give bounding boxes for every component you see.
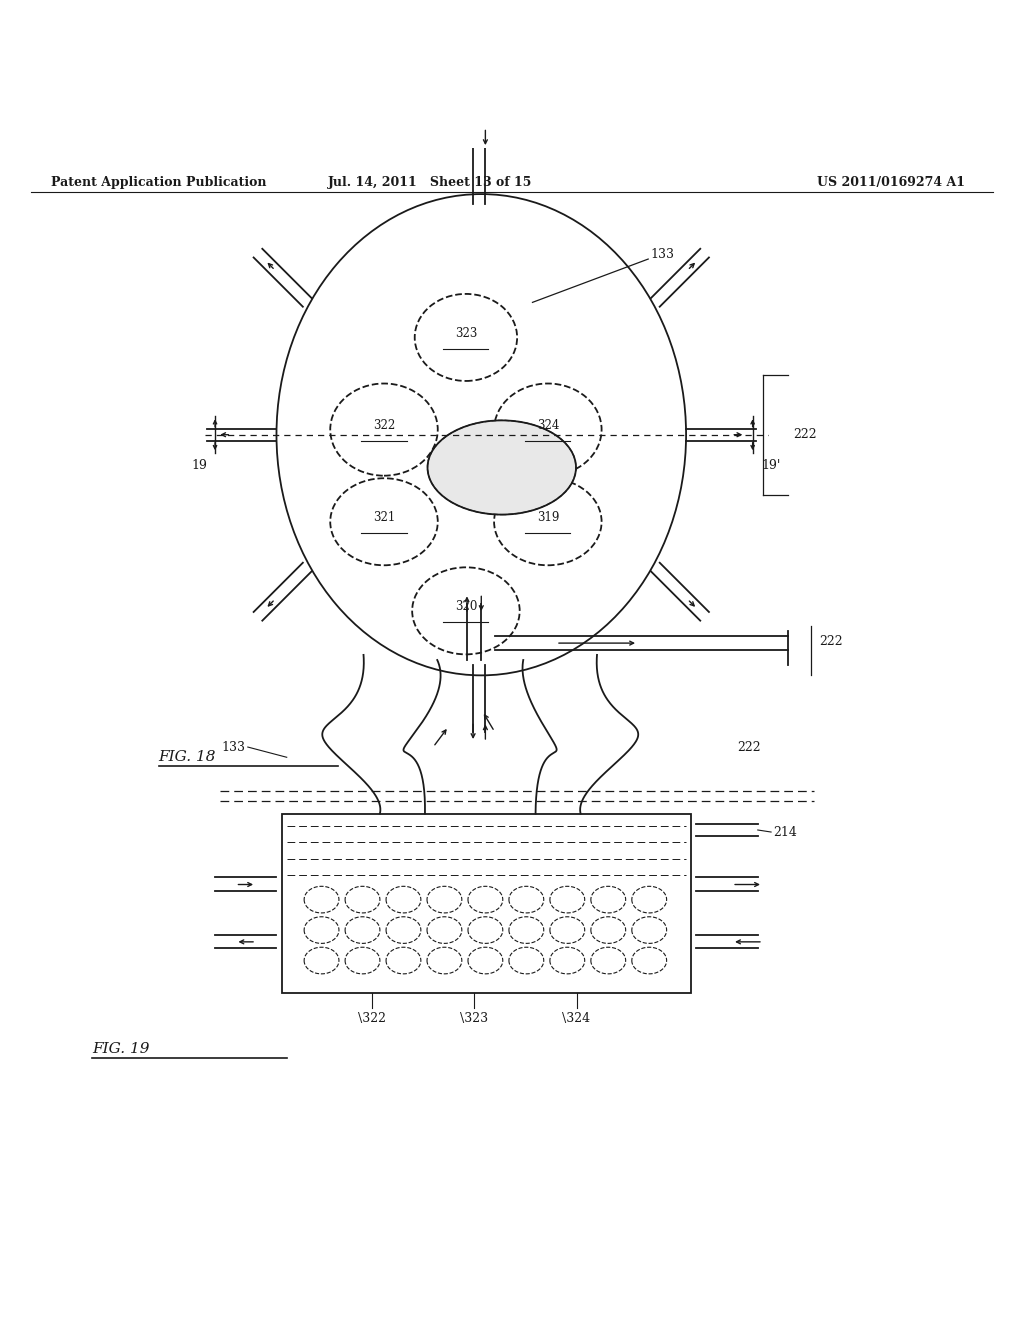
Text: 323: 323: [455, 327, 477, 339]
Ellipse shape: [495, 384, 602, 475]
Text: 321: 321: [373, 511, 395, 524]
Text: 19: 19: [191, 459, 208, 473]
Text: US 2011/0169274 A1: US 2011/0169274 A1: [817, 177, 965, 189]
Text: \324: \324: [562, 1012, 591, 1024]
Text: \322: \322: [357, 1012, 386, 1024]
Text: 322: 322: [373, 418, 395, 432]
Ellipse shape: [330, 384, 438, 475]
Text: Jul. 14, 2011   Sheet 13 of 15: Jul. 14, 2011 Sheet 13 of 15: [328, 177, 532, 189]
Text: \323: \323: [460, 1012, 488, 1024]
Text: 222: 222: [737, 741, 761, 754]
Text: 214: 214: [773, 825, 797, 838]
Text: 320: 320: [455, 601, 477, 614]
Ellipse shape: [415, 294, 517, 381]
Bar: [282, 813, 691, 993]
Text: 319: 319: [537, 511, 559, 524]
Text: 222: 222: [794, 428, 817, 441]
Ellipse shape: [276, 194, 686, 676]
Text: 324: 324: [537, 418, 559, 432]
Text: FIG. 18: FIG. 18: [159, 750, 216, 764]
Text: 222: 222: [819, 635, 843, 648]
Ellipse shape: [330, 478, 438, 565]
Text: Patent Application Publication: Patent Application Publication: [51, 177, 266, 189]
Ellipse shape: [428, 420, 575, 515]
Text: 133: 133: [650, 248, 674, 261]
Text: FIG. 19: FIG. 19: [92, 1041, 150, 1056]
Ellipse shape: [412, 568, 520, 655]
Ellipse shape: [495, 478, 602, 565]
Text: 133: 133: [222, 741, 246, 754]
Text: 19': 19': [762, 459, 780, 473]
